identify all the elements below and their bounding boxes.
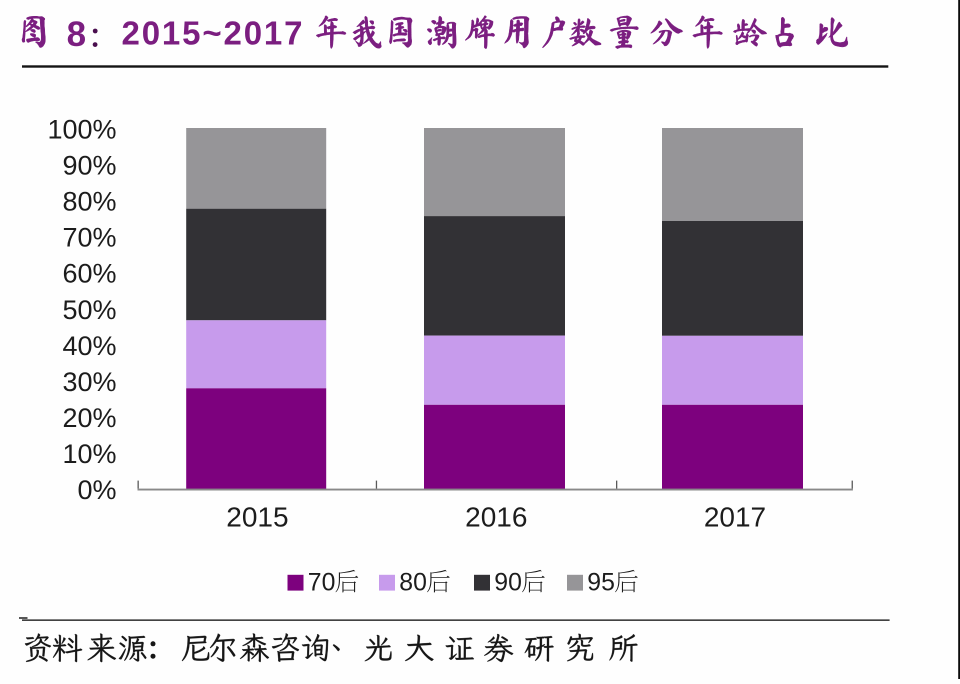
svg-text:8: 8 [67, 15, 86, 54]
svg-text:90: 90 [494, 570, 522, 597]
svg-text:60%: 60% [62, 259, 116, 289]
svg-text:10%: 10% [62, 439, 116, 469]
svg-text:40%: 40% [62, 331, 116, 361]
svg-text:100%: 100% [47, 115, 116, 145]
svg-text:70%: 70% [62, 223, 116, 253]
svg-text:80%: 80% [62, 187, 116, 217]
svg-text:30%: 30% [62, 367, 116, 397]
svg-text:2016: 2016 [465, 502, 527, 533]
svg-text:90%: 90% [62, 151, 116, 181]
svg-text:20%: 20% [62, 403, 116, 433]
svg-text:70: 70 [308, 570, 336, 597]
svg-text:80: 80 [399, 570, 427, 597]
svg-text:50%: 50% [62, 295, 116, 325]
svg-text:2015~2017: 2015~2017 [122, 15, 303, 52]
svg-text:0%: 0% [77, 475, 116, 505]
svg-text:2017: 2017 [704, 502, 766, 533]
svg-text:2015: 2015 [226, 502, 288, 533]
svg-text:95: 95 [587, 570, 615, 597]
